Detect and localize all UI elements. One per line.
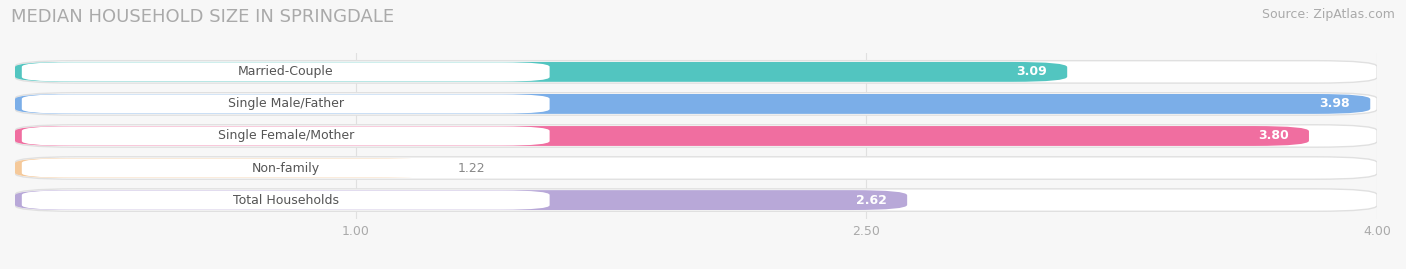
FancyBboxPatch shape [15, 125, 1376, 147]
FancyBboxPatch shape [22, 190, 550, 210]
FancyBboxPatch shape [15, 157, 1376, 179]
FancyBboxPatch shape [15, 189, 1376, 211]
Text: Single Female/Mother: Single Female/Mother [218, 129, 354, 143]
FancyBboxPatch shape [15, 126, 1309, 146]
FancyBboxPatch shape [22, 158, 550, 178]
Text: Total Households: Total Households [233, 194, 339, 207]
Text: Non-family: Non-family [252, 161, 319, 175]
FancyBboxPatch shape [15, 94, 1371, 114]
Text: 3.80: 3.80 [1258, 129, 1288, 143]
FancyBboxPatch shape [22, 94, 550, 114]
FancyBboxPatch shape [15, 190, 907, 210]
Text: 2.62: 2.62 [856, 194, 887, 207]
Text: Single Male/Father: Single Male/Father [228, 97, 343, 111]
Text: 1.22: 1.22 [458, 161, 485, 175]
FancyBboxPatch shape [15, 158, 430, 178]
FancyBboxPatch shape [22, 62, 550, 82]
Text: Married-Couple: Married-Couple [238, 65, 333, 78]
Text: 3.98: 3.98 [1319, 97, 1350, 111]
Text: 3.09: 3.09 [1017, 65, 1046, 78]
FancyBboxPatch shape [22, 126, 550, 146]
Text: MEDIAN HOUSEHOLD SIZE IN SPRINGDALE: MEDIAN HOUSEHOLD SIZE IN SPRINGDALE [11, 8, 394, 26]
FancyBboxPatch shape [15, 93, 1376, 115]
FancyBboxPatch shape [15, 61, 1376, 83]
Text: Source: ZipAtlas.com: Source: ZipAtlas.com [1261, 8, 1395, 21]
FancyBboxPatch shape [15, 62, 1067, 82]
